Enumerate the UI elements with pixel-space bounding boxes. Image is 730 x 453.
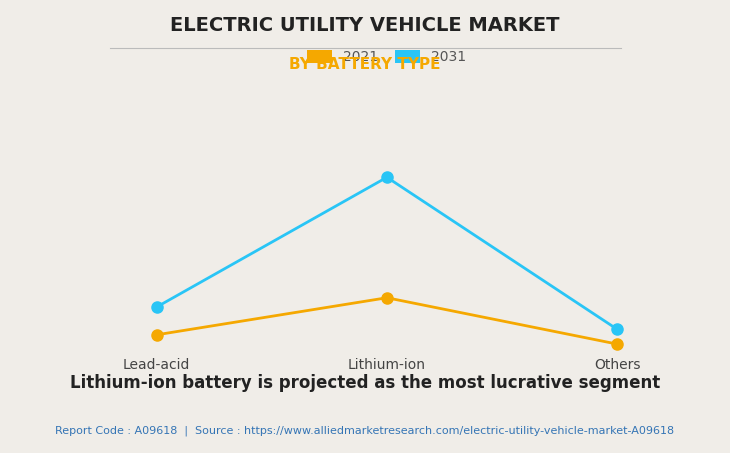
Text: BY BATTERY TYPE: BY BATTERY TYPE (289, 57, 441, 72)
Text: ELECTRIC UTILITY VEHICLE MARKET: ELECTRIC UTILITY VEHICLE MARKET (170, 16, 560, 35)
Text: Report Code : A09618  |  Source : https://www.alliedmarketresearch.com/electric-: Report Code : A09618 | Source : https://… (55, 426, 675, 436)
Legend: 2021, 2031: 2021, 2031 (307, 50, 466, 64)
Text: Lithium-ion battery is projected as the most lucrative segment: Lithium-ion battery is projected as the … (70, 374, 660, 392)
